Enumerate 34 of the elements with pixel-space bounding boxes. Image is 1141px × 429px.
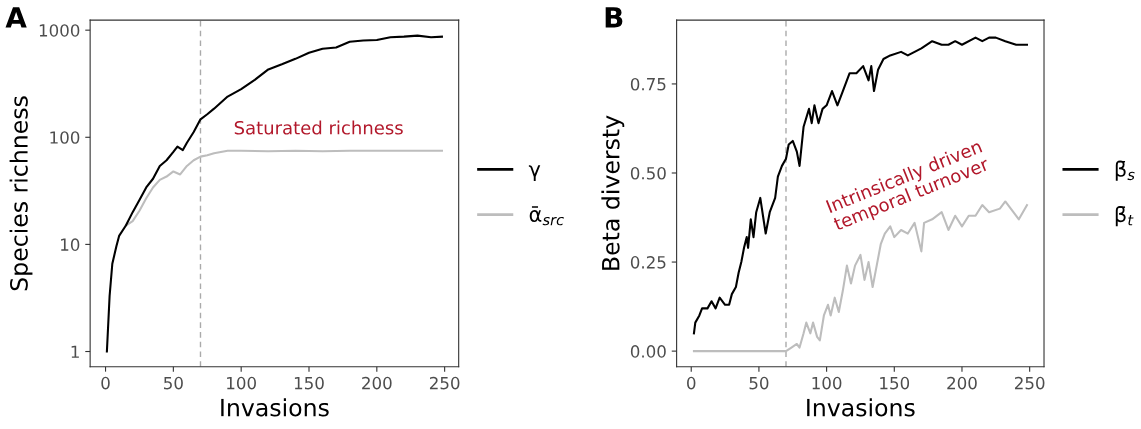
legend-label: γ — [528, 165, 541, 181]
y-axis-title: Beta diversty — [601, 115, 625, 270]
line-series — [692, 36, 1028, 335]
legend-label: β̄$_{s}$ — [1115, 160, 1135, 181]
legend-label: ᾱ$_{src}$ — [529, 206, 564, 226]
legend-label: β̄$_{t}$ — [1115, 205, 1134, 227]
y-tick-label: 1000 — [39, 24, 80, 37]
x-tick-label: 200 — [947, 376, 977, 390]
x-tick-label: 250 — [1014, 376, 1045, 390]
line-series — [124, 149, 443, 227]
x-tick-label: 250 — [429, 376, 460, 390]
x-tick-label: 0 — [687, 376, 696, 390]
y-tick-label: 0.75 — [630, 77, 666, 91]
x-tick-label: 150 — [294, 376, 324, 390]
x-tick-label: 50 — [749, 376, 769, 390]
y-tick-label: 0.00 — [630, 345, 666, 358]
annotation: Saturated richness — [234, 120, 403, 135]
chart-title: B — [605, 7, 623, 28]
line-series — [105, 34, 443, 353]
x-tick-label: 200 — [362, 376, 392, 390]
y-tick-label: 0.25 — [630, 256, 666, 269]
x-tick-label: 100 — [227, 376, 256, 390]
y-tick-label: 1 — [71, 345, 79, 358]
x-axis-title: Invasions — [807, 398, 915, 417]
x-tick-label: 0 — [101, 376, 110, 390]
y-tick-label: 10 — [61, 238, 80, 251]
y-tick-label: 100 — [50, 131, 80, 144]
chart-title: A — [5, 7, 27, 28]
x-axis-title: Invasions — [221, 398, 329, 417]
x-tick-label: 150 — [880, 376, 910, 390]
x-tick-label: 50 — [164, 376, 183, 390]
x-tick-label: 100 — [812, 376, 842, 390]
y-tick-label: 0.50 — [630, 166, 666, 180]
y-axis-title: Species richness — [9, 96, 33, 291]
